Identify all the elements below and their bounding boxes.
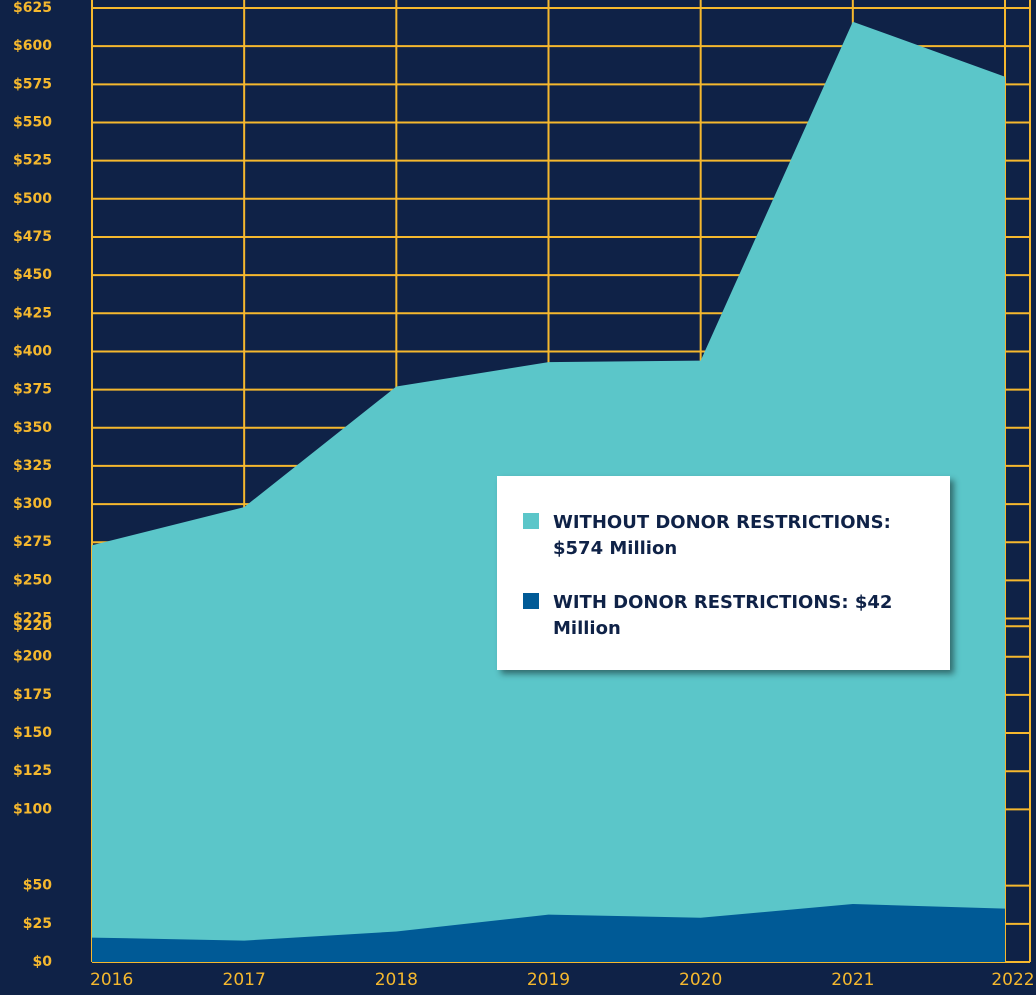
y-tick-label: $475	[13, 229, 52, 245]
x-tick-label: 2021	[831, 970, 874, 990]
y-tick-label: $375	[13, 382, 52, 398]
y-tick-label: $625	[13, 0, 52, 16]
y-tick-label: $300	[13, 496, 52, 512]
x-tick-label: 2016	[90, 970, 133, 990]
y-tick-label: $0	[33, 954, 53, 970]
y-tick-label: $575	[13, 76, 52, 92]
x-tick-label: 2020	[679, 970, 722, 990]
legend-label: WITHOUT DONOR RESTRICTIONS: $574 Million	[553, 512, 891, 559]
legend: WITHOUT DONOR RESTRICTIONS: $574 Million…	[497, 476, 950, 670]
y-tick-label: $525	[13, 153, 52, 169]
legend-label: WITH DONOR RESTRICTIONS: $42 Million	[553, 592, 893, 639]
y-tick-label: $225	[13, 611, 52, 627]
y-tick-label: $250	[13, 572, 52, 588]
y-tick-label: $350	[13, 420, 52, 436]
legend-entry: WITH DONOR RESTRICTIONS: $42 Million	[523, 590, 930, 642]
y-tick-label: $25	[23, 916, 52, 932]
y-tick-label: $600	[13, 38, 52, 54]
y-tick-label: $100	[13, 801, 52, 817]
area	[92, 903, 1005, 962]
y-tick-label: $550	[13, 114, 52, 130]
legend-entry: WITHOUT DONOR RESTRICTIONS: $574 Million	[523, 510, 930, 562]
y-tick-label: $400	[13, 343, 52, 359]
x-tick-label: 2022	[991, 970, 1034, 990]
x-tick-label: 2017	[223, 970, 266, 990]
x-tick-label: 2018	[375, 970, 418, 990]
legend-swatch	[523, 593, 539, 609]
y-tick-label: $175	[13, 687, 52, 703]
y-tick-label: $275	[13, 534, 52, 550]
y-tick-label: $125	[13, 763, 52, 779]
y-tick-label: $325	[13, 458, 52, 474]
y-tick-label: $150	[13, 725, 52, 741]
legend-swatch	[523, 513, 539, 529]
x-tick-label: 2019	[527, 970, 570, 990]
y-tick-label: $220	[13, 618, 52, 634]
y-tick-label: $200	[13, 649, 52, 665]
y-tick-label: $425	[13, 305, 52, 321]
y-tick-label: $50	[23, 878, 52, 894]
y-tick-label: $450	[13, 267, 52, 283]
y-tick-label: $500	[13, 191, 52, 207]
